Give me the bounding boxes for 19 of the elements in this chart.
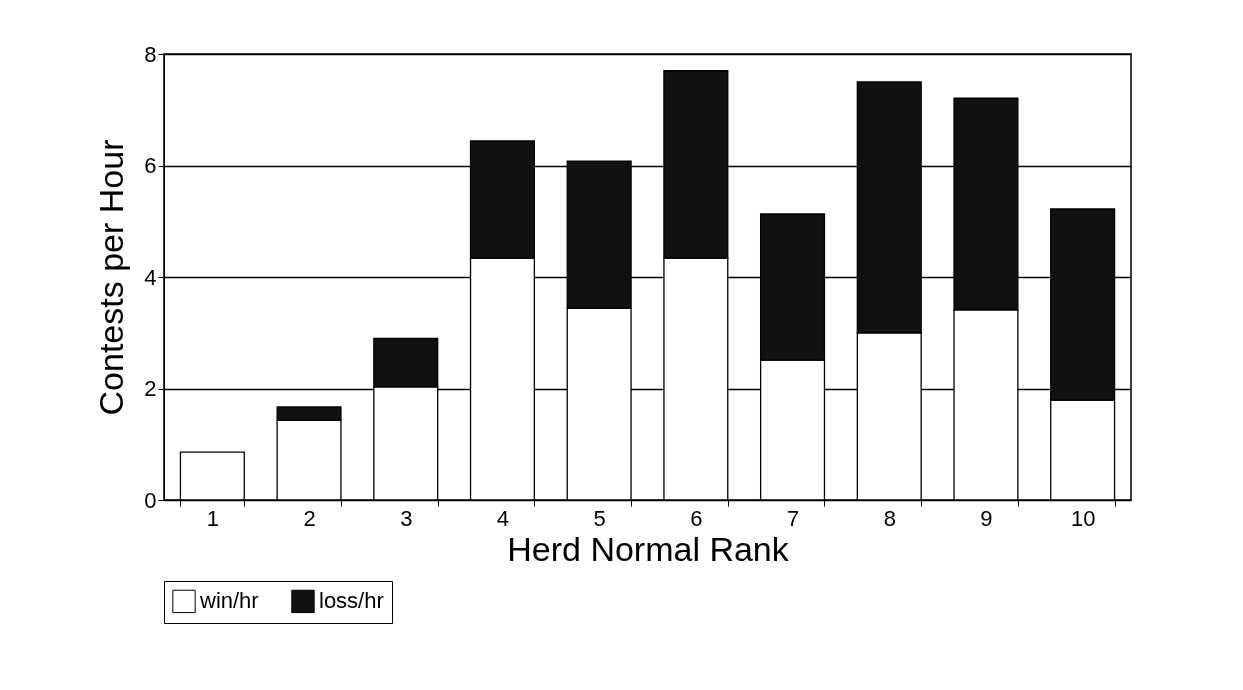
y-tick-label: 6 bbox=[144, 153, 157, 178]
y-tick-label: 2 bbox=[144, 376, 157, 401]
x-tick-label: 5 bbox=[593, 505, 606, 531]
legend-label: win/hr bbox=[199, 588, 259, 614]
x-axis-title: Herd Normal Rank bbox=[507, 529, 790, 568]
x-tick-label: 4 bbox=[496, 505, 510, 531]
y-axis-title: Contests per Hour bbox=[92, 139, 131, 416]
x-tick-label: 1 bbox=[206, 505, 219, 531]
y-tick-label: 8 bbox=[144, 41, 157, 67]
x-tick-label: 3 bbox=[400, 505, 413, 531]
y-tick-label: 4 bbox=[144, 264, 157, 290]
y-tick-label: 0 bbox=[144, 487, 157, 513]
x-tick-label: 8 bbox=[883, 505, 896, 531]
x-tick-label: 9 bbox=[980, 505, 993, 531]
x-tick-label: 10 bbox=[1070, 505, 1096, 531]
x-tick-label: 6 bbox=[690, 505, 703, 531]
legend-label: loss/hr bbox=[319, 588, 384, 614]
x-tick-label: 7 bbox=[786, 505, 800, 531]
x-tick-label: 2 bbox=[303, 505, 316, 531]
